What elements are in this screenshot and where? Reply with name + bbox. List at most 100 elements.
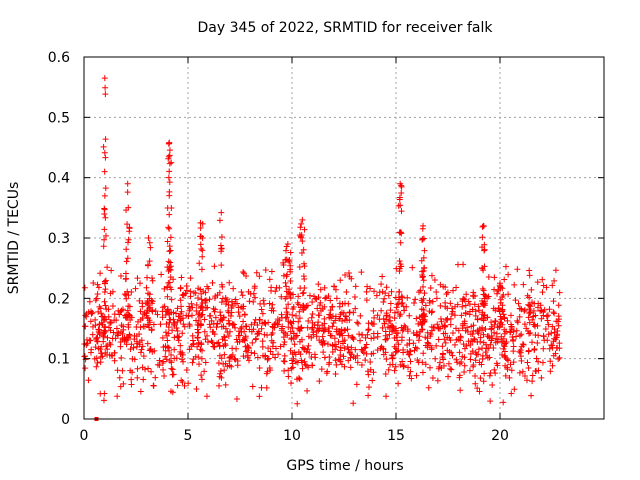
data-point [367, 366, 374, 373]
data-point [211, 308, 218, 315]
data-point [178, 356, 185, 363]
data-point [342, 327, 349, 334]
data-point [510, 338, 517, 345]
data-point [126, 313, 133, 320]
data-point [252, 336, 259, 343]
data-point [466, 301, 473, 308]
data-point [475, 307, 482, 314]
spike-point [126, 225, 133, 232]
data-point [93, 363, 100, 370]
data-point [538, 315, 545, 322]
data-point [494, 362, 501, 369]
data-point [534, 322, 541, 329]
data-point [234, 362, 241, 369]
data-point [389, 361, 396, 368]
data-point [511, 281, 518, 288]
data-point [486, 372, 493, 379]
data-point [479, 285, 486, 292]
spike-point [284, 271, 291, 278]
data-point [448, 311, 455, 318]
data-point [525, 365, 532, 372]
spike-point [418, 306, 425, 313]
data-point [194, 295, 201, 302]
spike-point [198, 312, 205, 319]
data-point [335, 338, 342, 345]
data-point [187, 293, 194, 300]
data-point [374, 312, 381, 319]
spike-point [299, 238, 306, 245]
data-point [174, 328, 181, 335]
spike-peak-point [101, 75, 108, 82]
data-point [364, 283, 371, 290]
data-point [328, 332, 335, 339]
data-point [549, 344, 556, 351]
data-point [342, 271, 349, 278]
data-point [309, 311, 316, 318]
data-point [225, 307, 232, 314]
data-point [373, 292, 380, 299]
data-point [210, 343, 217, 350]
data-point [197, 346, 204, 353]
data-point [483, 341, 490, 348]
data-point [261, 301, 268, 308]
x-axis-title: GPS time / hours [286, 458, 403, 474]
data-point [82, 312, 89, 319]
data-point [229, 299, 236, 306]
data-point [309, 362, 316, 369]
data-point [410, 300, 417, 307]
data-point [345, 357, 352, 364]
data-point [100, 332, 107, 339]
data-point [179, 330, 186, 337]
data-point [544, 317, 551, 324]
data-point [497, 313, 504, 320]
data-point [520, 281, 527, 288]
data-point [444, 289, 451, 296]
data-point [127, 346, 134, 353]
data-point [195, 340, 202, 347]
data-point [556, 354, 563, 361]
spike-peak-point [145, 235, 152, 241]
data-point [428, 346, 435, 353]
data-point [378, 281, 385, 288]
data-point [89, 309, 96, 316]
data-point [392, 349, 399, 356]
data-point [162, 329, 169, 336]
data-point [449, 330, 456, 337]
data-point [169, 371, 176, 378]
data-point [465, 338, 472, 345]
data-point [474, 316, 481, 323]
data-point [133, 333, 140, 340]
data-point [321, 284, 328, 291]
data-point [134, 275, 141, 282]
data-point [332, 313, 339, 320]
spike-point [101, 288, 108, 295]
data-point [432, 355, 439, 362]
data-point [534, 279, 541, 286]
data-point [494, 290, 501, 297]
data-point [114, 331, 121, 338]
y-tick-label: 0.6 [48, 50, 70, 66]
data-point [293, 358, 300, 365]
data-point [533, 355, 540, 362]
data-point [154, 311, 161, 318]
data-point [386, 331, 393, 338]
data-point [149, 308, 156, 315]
data-point [139, 343, 146, 350]
data-point [174, 333, 181, 340]
data-point [447, 315, 454, 322]
data-point [382, 290, 389, 297]
data-point [457, 334, 464, 341]
data-point [109, 335, 116, 342]
data-point [472, 308, 479, 315]
spike-point [102, 323, 109, 330]
data-point [189, 312, 196, 319]
data-point [122, 336, 129, 343]
data-point [555, 302, 562, 309]
data-point [211, 263, 218, 270]
data-point [424, 329, 431, 336]
data-point [250, 298, 257, 305]
spike-peak-point [420, 222, 427, 229]
spike-point [420, 267, 427, 274]
data-point [525, 347, 532, 354]
data-point [420, 350, 427, 357]
